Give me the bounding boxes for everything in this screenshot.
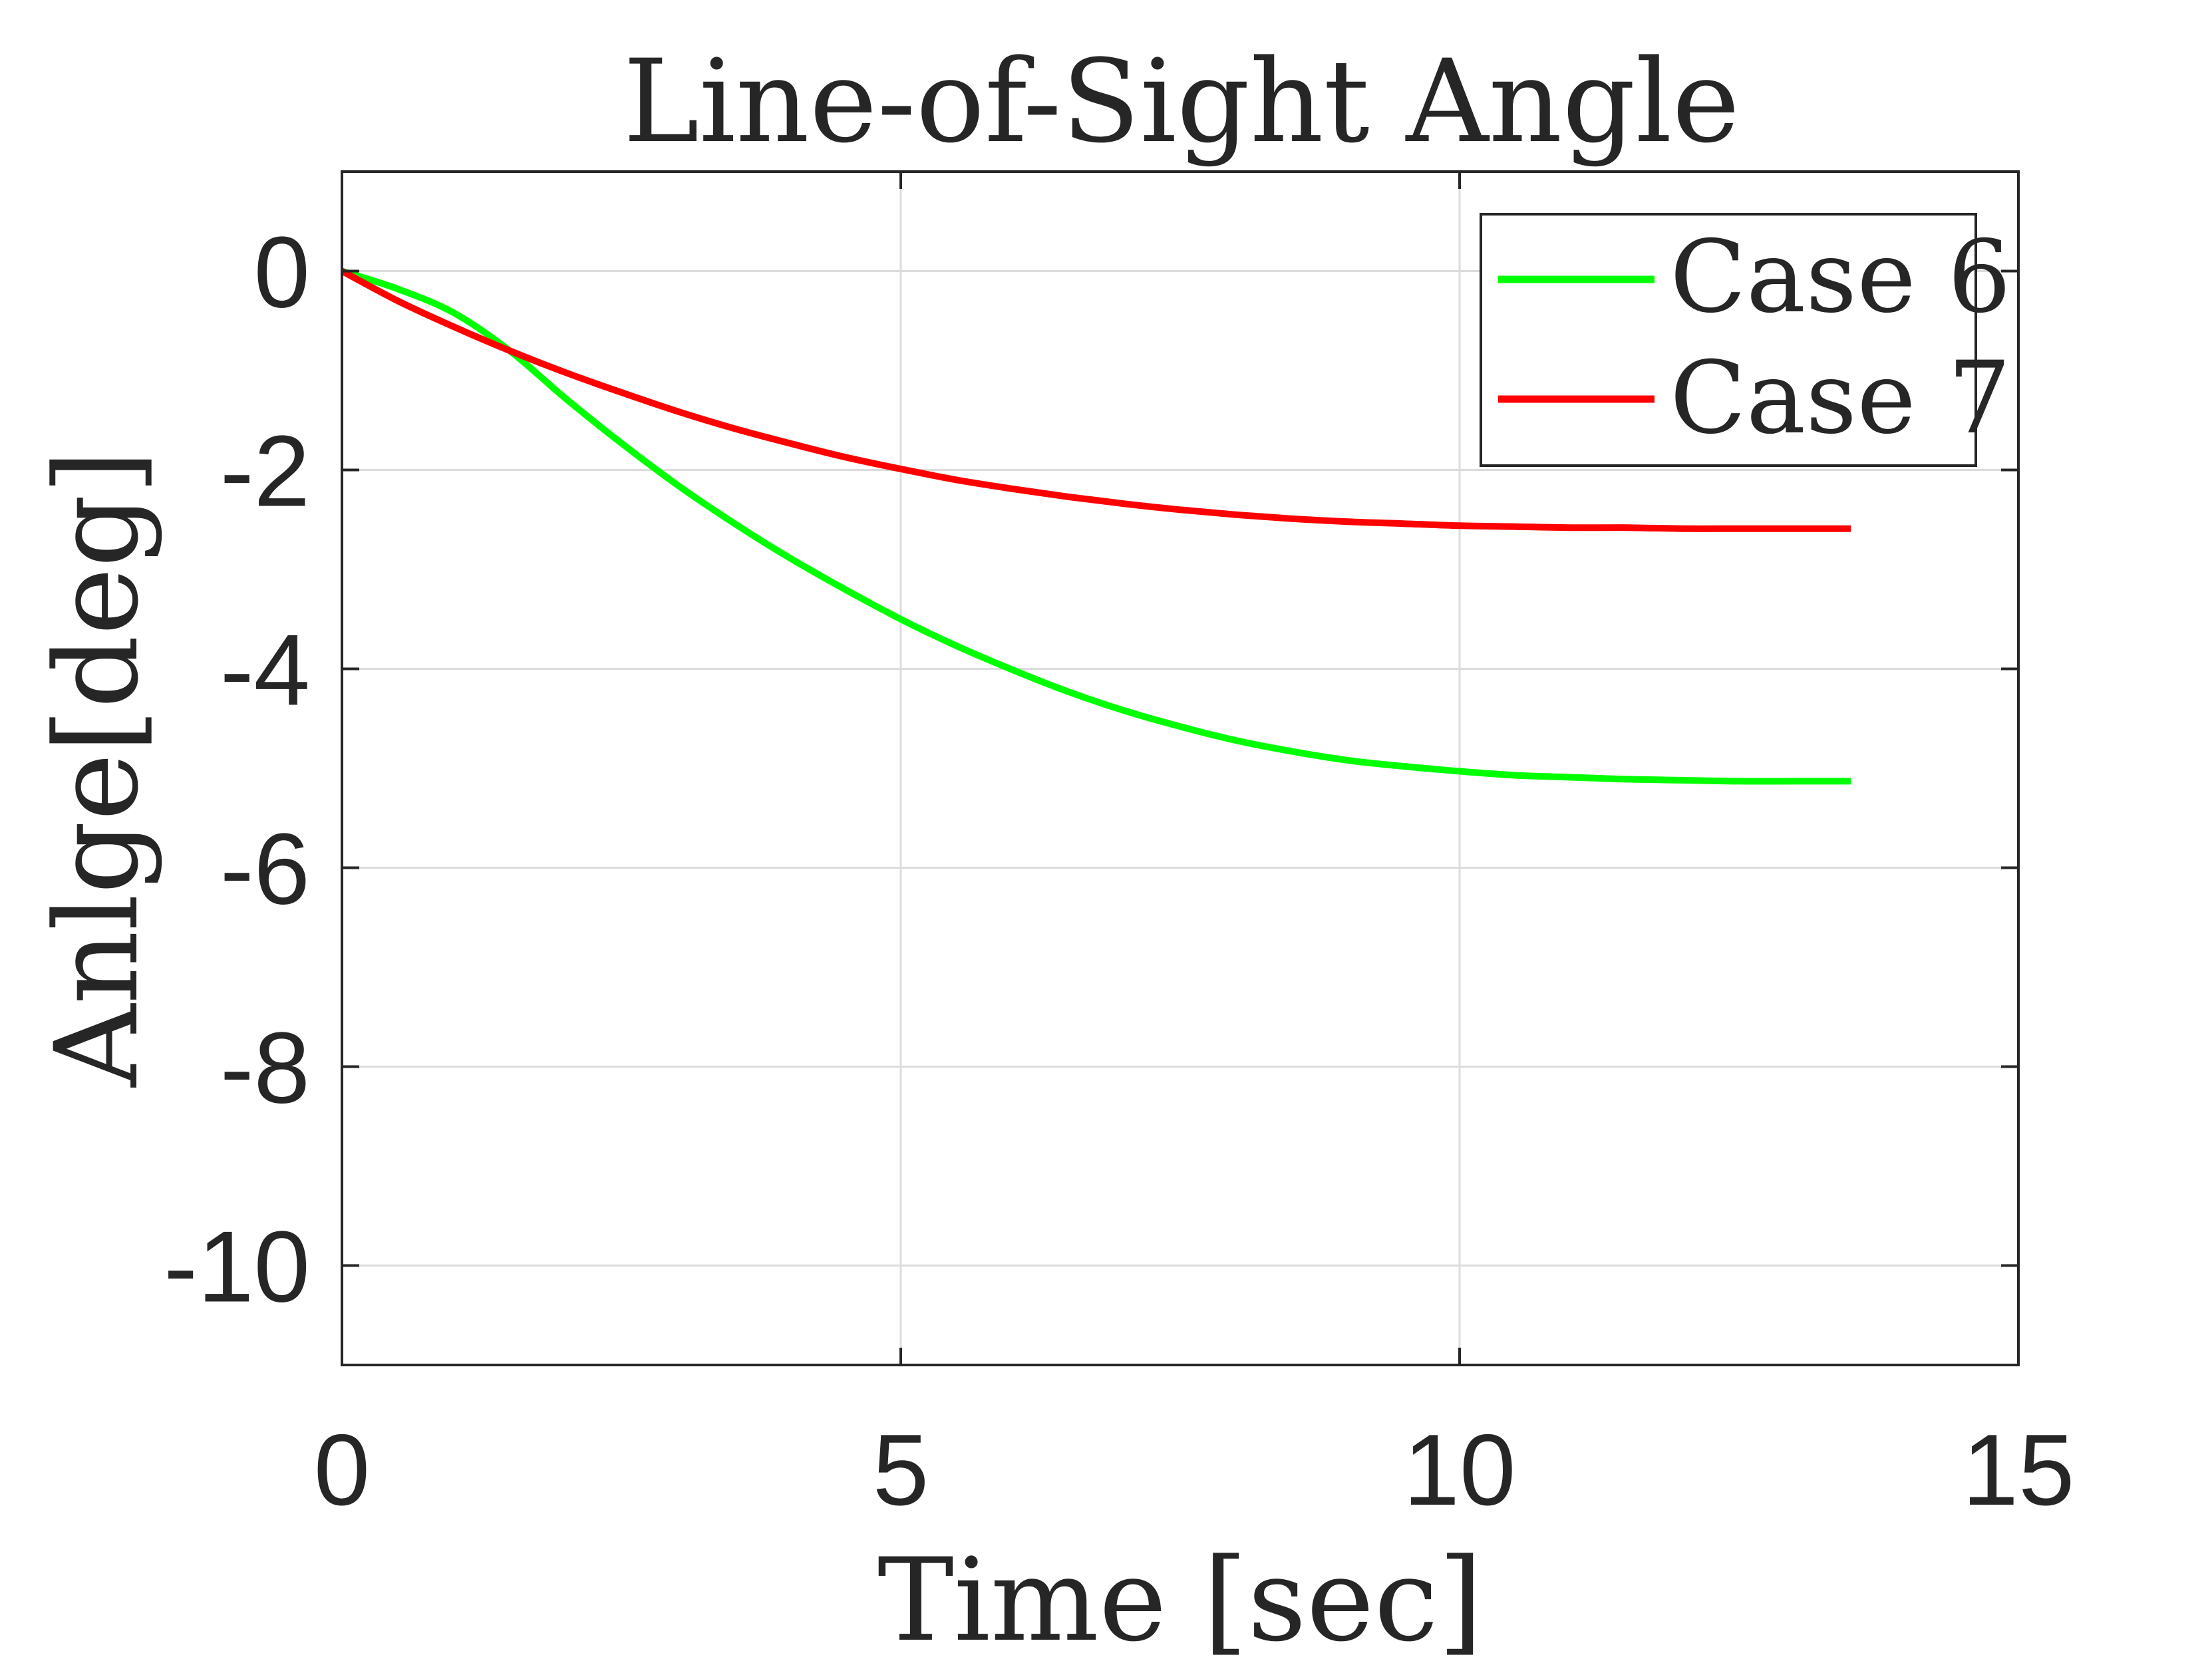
- y-tick-label: -8: [220, 1012, 310, 1125]
- y-tick-label: -4: [220, 614, 310, 727]
- y-tick-label: -2: [220, 415, 310, 528]
- x-tick-label: 10: [1403, 1414, 1515, 1527]
- plot-area-border: [341, 170, 2020, 1366]
- y-tick-label: 0: [253, 216, 310, 329]
- x-tick-label: 0: [314, 1414, 371, 1527]
- y-axis-tick-labels: 0 -2 -4 -6 -8 -10: [164, 216, 310, 1324]
- x-tick-label: 15: [1962, 1414, 2074, 1527]
- x-tick-label: 5: [873, 1414, 929, 1527]
- x-axis-label: Time [sec]: [877, 1533, 1483, 1659]
- y-tick-label: -10: [164, 1211, 310, 1324]
- series-line-case-6: [341, 267, 1851, 785]
- axis-ticks: [341, 172, 2020, 1365]
- series-line-case-7: [340, 268, 1851, 532]
- y-axis-label: Anlge[deg]: [30, 450, 164, 1088]
- y-tick-label: -6: [220, 813, 310, 926]
- legend-label-case-7: Case 7: [1670, 341, 2011, 456]
- x-axis-tick-labels: 0 5 10 15: [314, 1414, 2075, 1527]
- legend: Case 6 Case 7: [1480, 213, 2011, 467]
- legend-label-case-6: Case 6: [1670, 220, 2011, 335]
- chart-title: Line-of-Sight Angle: [623, 35, 1740, 168]
- legend-box: [1480, 213, 1977, 467]
- series-lines: [340, 267, 1851, 785]
